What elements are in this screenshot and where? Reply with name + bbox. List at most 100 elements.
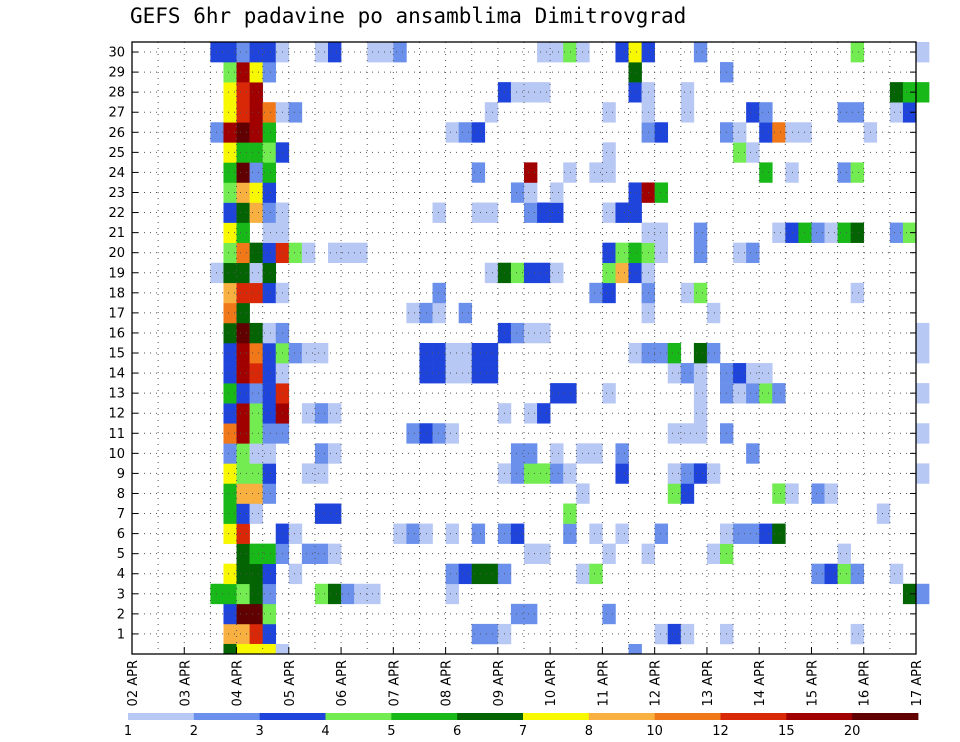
heatmap-cell: [236, 383, 250, 404]
y-tick-label: 6: [117, 527, 125, 542]
heatmap-cell: [445, 342, 459, 364]
heatmap-cell: [445, 423, 459, 444]
heatmap-cell: [693, 242, 708, 264]
heatmap-cell: [262, 543, 277, 565]
colorbar-label: 8: [585, 724, 593, 739]
x-tick-label: 12 APR: [649, 660, 664, 706]
heatmap-cell: [746, 523, 760, 544]
heatmap-cell: [223, 302, 237, 324]
heatmap-cell: [484, 563, 499, 585]
heatmap-cell: [510, 603, 525, 625]
heatmap-cell: [850, 162, 865, 183]
y-tick-label: 4: [117, 567, 125, 582]
heatmap-cell: [654, 122, 669, 143]
heatmap-cell: [249, 423, 263, 444]
heatmap-cell: [223, 423, 237, 444]
heatmap-cell: [602, 603, 616, 625]
heatmap-cell: [563, 503, 577, 524]
heatmap-cell: [458, 302, 473, 324]
heatmap-cell: [236, 262, 250, 284]
heatmap-cell: [249, 383, 263, 404]
heatmap-cell: [850, 102, 865, 123]
heatmap-cell: [916, 463, 930, 484]
heatmap-cell: [301, 543, 316, 565]
x-tick-label: 11 APR: [596, 660, 611, 706]
heatmap-cell: [837, 222, 851, 243]
y-tick-label: 10: [108, 447, 125, 462]
heatmap-cell: [537, 202, 551, 223]
heatmap-cell: [850, 222, 865, 243]
heatmap-cell: [680, 363, 695, 384]
heatmap-cell: [602, 162, 616, 183]
heatmap-cell: [236, 162, 250, 183]
heatmap-cell: [223, 262, 237, 284]
colorbar-swatch: [588, 713, 656, 720]
colorbar-swatch: [786, 713, 853, 720]
heatmap-cell: [693, 342, 708, 364]
heatmap-cell: [628, 82, 642, 103]
heatmap-cell: [811, 483, 825, 504]
heatmap-cell: [733, 242, 747, 264]
heatmap-cell: [432, 363, 446, 384]
heatmap-cell: [249, 62, 263, 83]
heatmap-cell: [484, 363, 499, 384]
heatmap-cell: [654, 523, 669, 544]
heatmap-cell: [262, 583, 277, 605]
colorbar-swatch: [523, 713, 590, 720]
heatmap-cell: [798, 122, 812, 143]
heatmap-cell: [262, 62, 277, 83]
heatmap-cell: [249, 463, 263, 484]
heatmap-cell: [314, 583, 329, 605]
heatmap-cell: [314, 403, 329, 424]
heatmap-cell: [223, 122, 237, 143]
heatmap-cell: [236, 643, 250, 654]
heatmap-cell: [484, 623, 499, 645]
heatmap-cell: [759, 122, 773, 143]
heatmap-cell: [249, 282, 263, 304]
heatmap-cell: [236, 102, 250, 123]
heatmap-cell: [628, 643, 642, 654]
heatmap-cell: [563, 162, 577, 183]
heatmap-cell: [798, 222, 812, 243]
colorbar-swatch: [852, 713, 919, 720]
heatmap-cell: [471, 363, 486, 384]
heatmap-cell: [693, 282, 708, 304]
heatmap-cell: [236, 583, 250, 605]
heatmap-cell: [288, 563, 303, 585]
heatmap-cell: [916, 583, 930, 605]
heatmap-cell: [693, 222, 708, 243]
y-tick-label: 11: [108, 427, 125, 442]
heatmap-cell: [249, 322, 263, 344]
heatmap-cell: [876, 503, 891, 524]
heatmap-cell: [667, 363, 682, 384]
heatmap-cell: [210, 42, 224, 63]
heatmap-cell: [537, 262, 551, 284]
heatmap-cell: [262, 403, 277, 424]
heatmap-cell: [223, 342, 237, 364]
heatmap-cell: [223, 82, 237, 103]
heatmap-cell: [916, 42, 930, 63]
heatmap-cell: [746, 142, 760, 163]
colorbar-label: 20: [844, 724, 861, 739]
heatmap-cell: [223, 383, 237, 404]
heatmap-cell: [889, 222, 904, 243]
heatmap-cell: [602, 142, 616, 163]
y-tick-label: 13: [108, 387, 125, 402]
heatmap-cell: [667, 483, 682, 504]
colorbar-swatch: [193, 713, 261, 720]
heatmap-cell: [445, 363, 459, 384]
colorbar-swatch: [654, 713, 721, 720]
colorbar-label: 5: [387, 724, 395, 739]
heatmap-cell: [628, 342, 642, 364]
heatmap-cell: [223, 483, 237, 504]
colorbar-label: 7: [519, 724, 527, 739]
heatmap-cell: [380, 42, 394, 63]
colorbar-label: 3: [256, 724, 264, 739]
y-tick-label: 23: [108, 186, 125, 201]
colorbar-label: 4: [321, 724, 329, 739]
colorbar-label: 6: [453, 724, 461, 739]
heatmap-cell: [589, 282, 603, 304]
heatmap-cell: [328, 543, 342, 565]
y-tick-label: 14: [108, 367, 125, 382]
